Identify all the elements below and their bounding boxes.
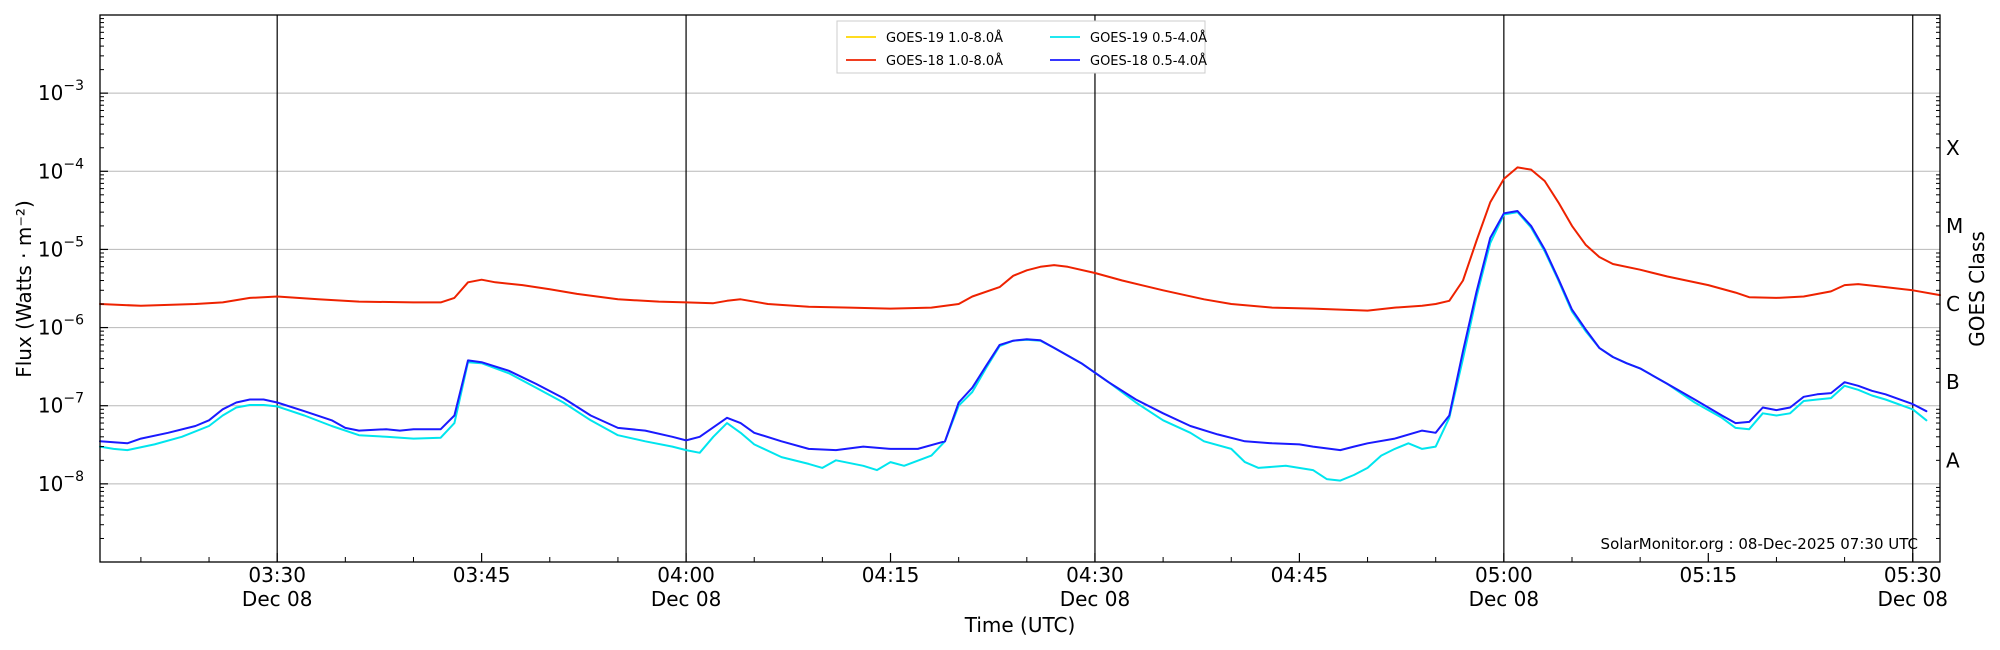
y-axis-title: Flux (Watts · m⁻²)	[12, 200, 36, 378]
y-tick-label: 10−5	[38, 234, 84, 261]
legend-label-3: GOES-18 0.5-4.0Å	[1090, 53, 1207, 69]
legend-label-1: GOES-18 1.0-8.0Å	[886, 53, 1003, 69]
x-tick-label-date: Dec 08	[651, 587, 722, 611]
legend: GOES-19 1.0-8.0Å GOES-18 1.0-8.0Å GOES-19 …	[836, 20, 1207, 74]
legend-box	[836, 20, 1206, 74]
series-lines	[99, 166, 1941, 482]
grid-lines	[100, 92, 1940, 485]
x-tick-label-time: 03:45	[453, 563, 511, 587]
y-tick-label: 10−7	[38, 391, 84, 418]
x-tick-label-date: Dec 08	[1877, 587, 1948, 611]
x-tick-label-time: 04:45	[1271, 563, 1329, 587]
x-tick-label-time: 04:15	[862, 563, 920, 587]
x-tick-label-date: Dec 08	[242, 587, 313, 611]
y-tick-label: 10−8	[38, 469, 84, 496]
x-tick-label-time: 05:15	[1679, 563, 1737, 587]
goes-class-labels: X M C B A	[1946, 136, 1963, 473]
x-tick-label-date: Dec 08	[1469, 587, 1540, 611]
goes-class-b: B	[1946, 370, 1960, 394]
plot-frame	[99, 14, 1941, 563]
goes-class-a: A	[1946, 448, 1960, 472]
x-tick-label-time: 04:00	[657, 563, 715, 587]
goes-class-c: C	[1946, 292, 1960, 316]
series-line-1	[99, 166, 1941, 312]
x-tick-label-time: 05:30	[1884, 563, 1942, 587]
x-tick-label-time: 03:30	[248, 563, 306, 587]
y-tick-label: 10−4	[38, 156, 84, 183]
x-tick-label-time: 05:00	[1475, 563, 1533, 587]
footer-credit: SolarMonitor.org : 08-Dec-2025 07:30 UTC	[1601, 535, 1918, 553]
y-tick-label: 10−3	[38, 78, 84, 105]
series-line-3	[99, 210, 1928, 452]
vertical-time-markers	[276, 15, 1914, 562]
legend-label-2: GOES-19 0.5-4.0Å	[1090, 30, 1207, 46]
right-axis-title: GOES Class	[1965, 231, 1989, 347]
y-tick-label: 10−6	[38, 313, 84, 340]
goes-class-x: X	[1946, 136, 1960, 160]
x-tick-label-time: 04:30	[1066, 563, 1124, 587]
x-tick-label-date: Dec 08	[1060, 587, 1131, 611]
x-axis-title: Time (UTC)	[964, 613, 1076, 637]
y-axis-ticks: 10−3 10−4 10−5 10−6 10−7 10−8	[38, 18, 1940, 539]
legend-label-0: GOES-19 1.0-8.0Å	[886, 30, 1003, 46]
goes-class-m: M	[1946, 214, 1963, 238]
